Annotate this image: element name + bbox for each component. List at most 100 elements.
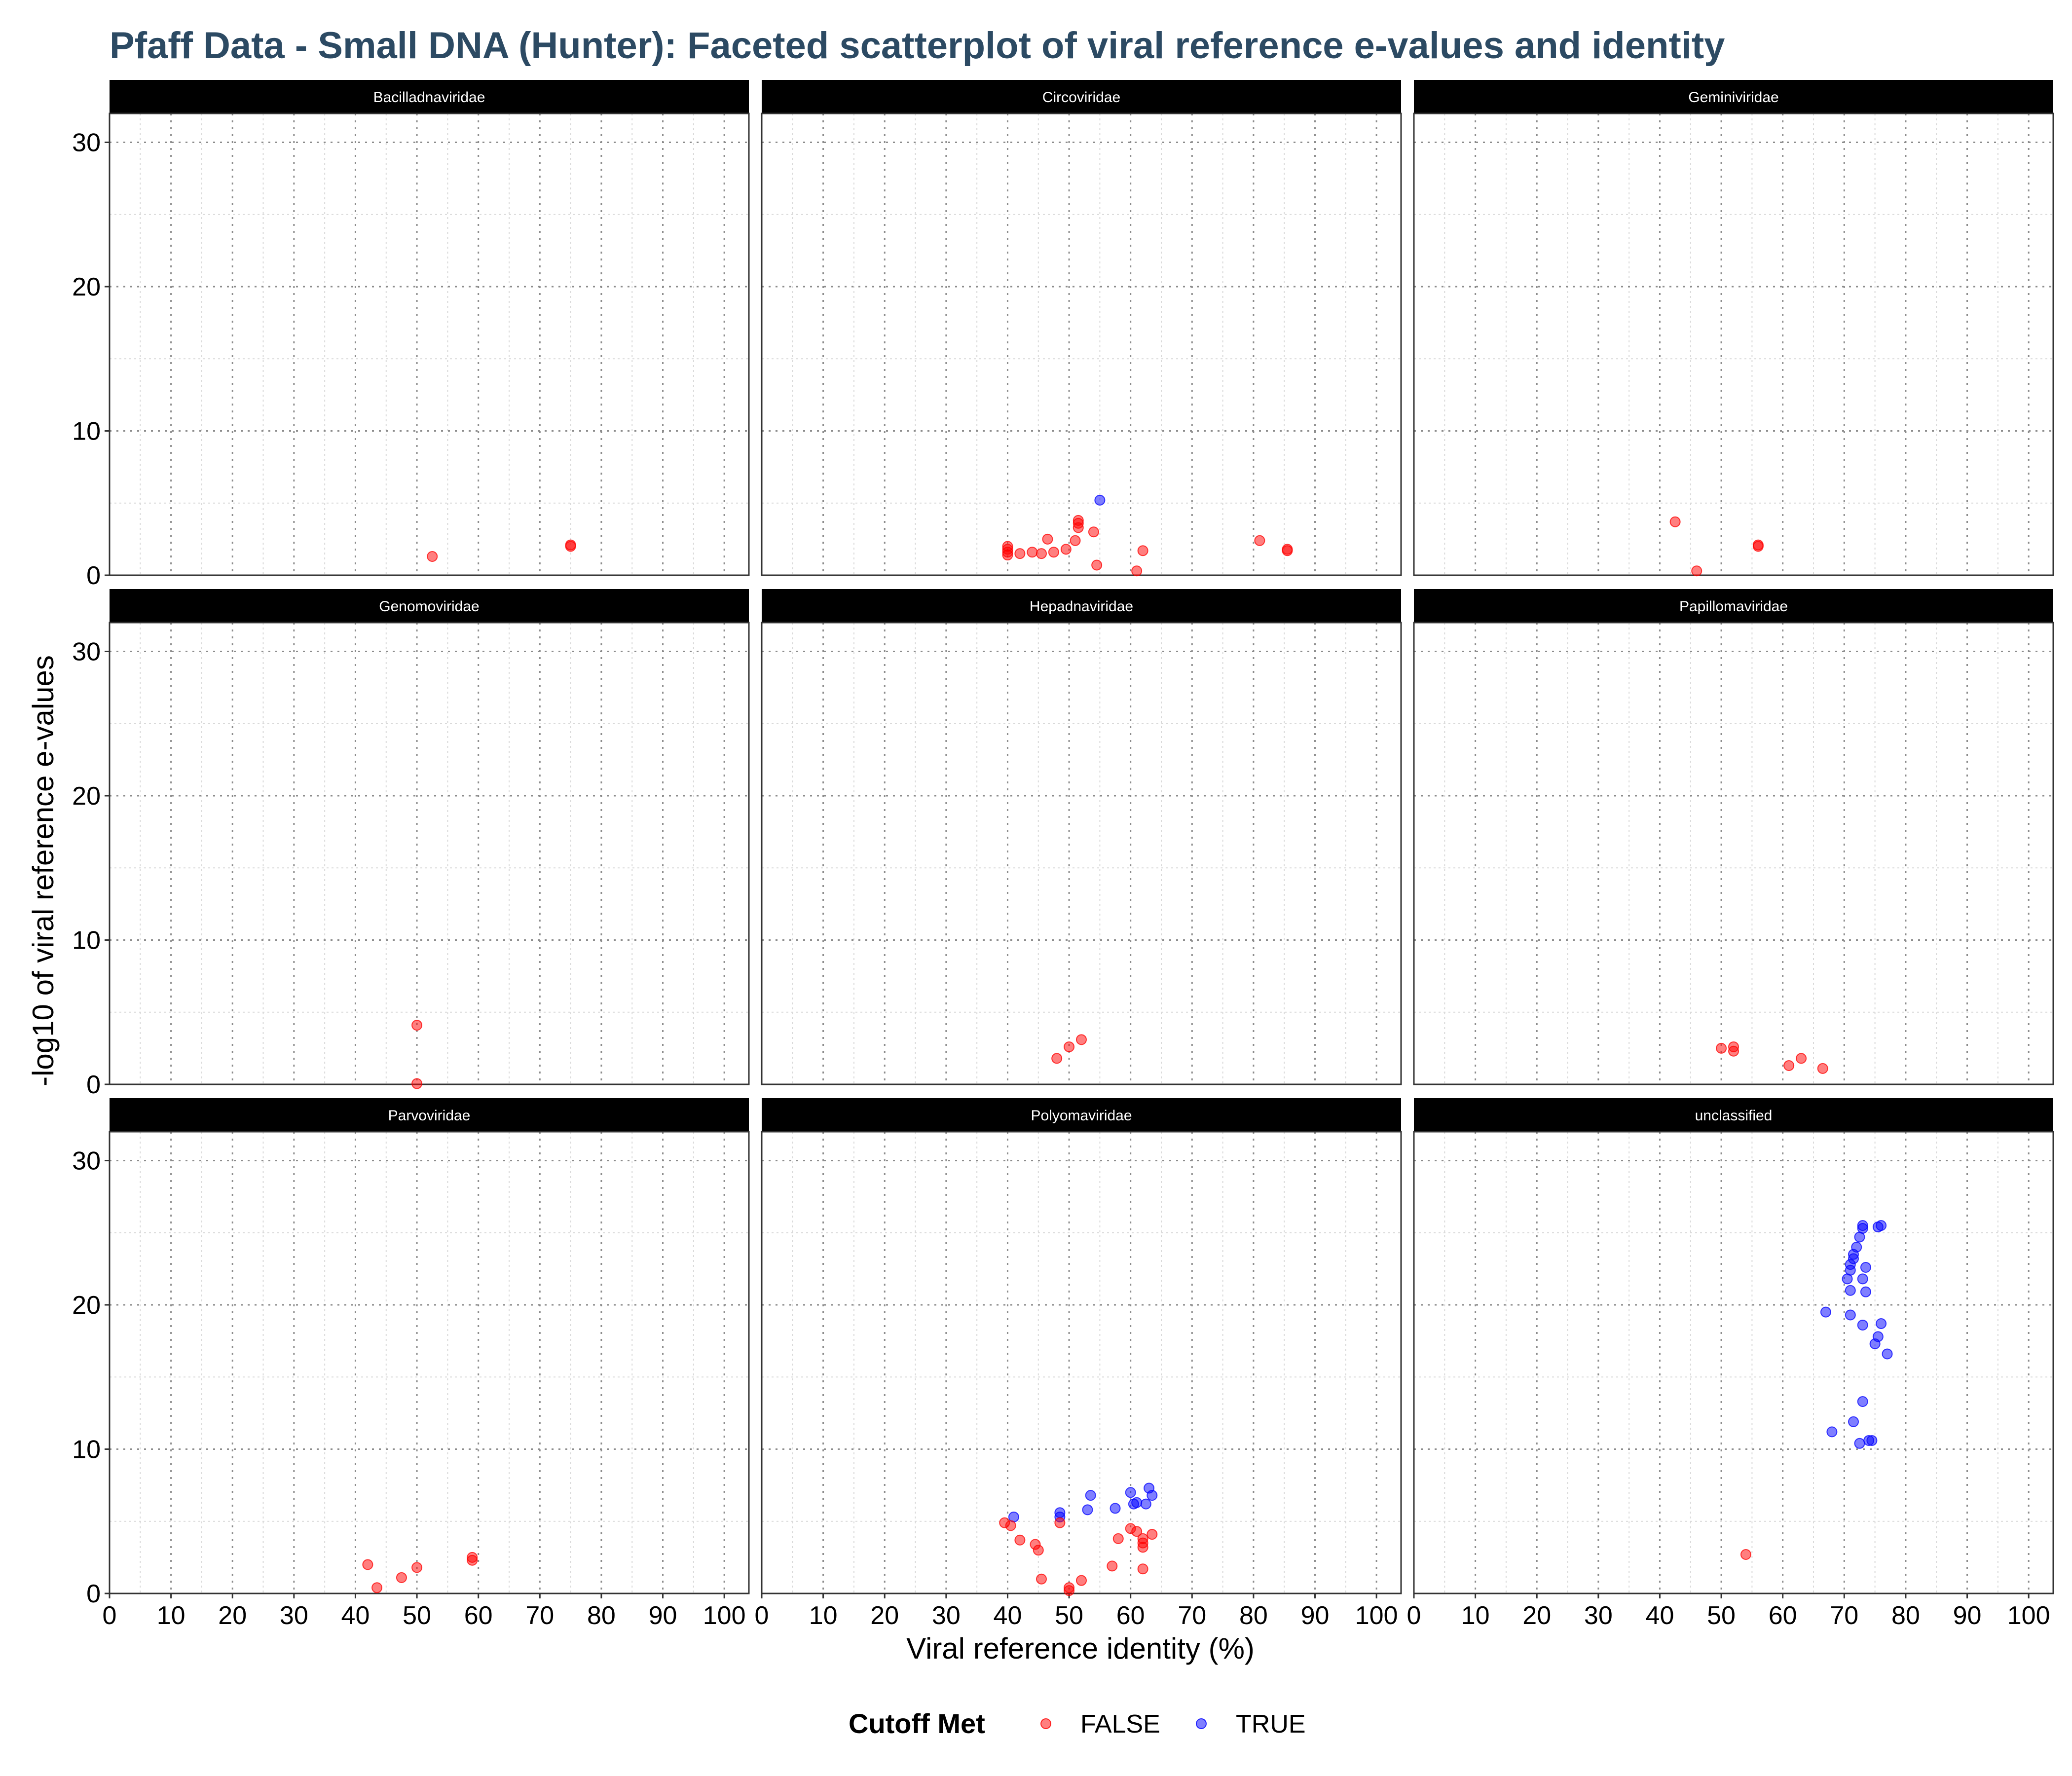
data-point-true: [1082, 1504, 1093, 1516]
data-point-false: [1147, 1529, 1158, 1540]
facet-panel-circoviridae: Circoviridae: [761, 80, 1402, 577]
data-point-false: [1036, 548, 1047, 559]
data-point-true: [1820, 1306, 1831, 1318]
data-point-false: [1002, 550, 1013, 561]
x-tick-label: 30: [1584, 1601, 1613, 1630]
data-point-false: [1064, 1041, 1075, 1052]
panel-border: [761, 1131, 1402, 1594]
x-tick-label: 40: [994, 1601, 1022, 1630]
facet-panel-unclassified: unclassified 0 10 20 30 40 50 60 70 80 90 100: [1407, 1098, 2054, 1630]
data-point-true: [1131, 1497, 1143, 1508]
data-point-true: [1857, 1273, 1868, 1285]
x-tick-label: 80: [1891, 1601, 1920, 1630]
facet-panel-parvoviridae: Parvoviridae 0 10 20 30 0 10 20 30 40 50 60 70 80 90 10…: [72, 1098, 750, 1630]
facet-panels: Bacilladnaviridae 0 10 20 30 Circoviridae Gemi…: [72, 80, 2054, 1630]
data-point-false: [1131, 565, 1143, 577]
data-point-false: [1048, 547, 1059, 558]
panel-border: [109, 622, 750, 1085]
data-point-false: [1033, 1545, 1044, 1556]
facet-strip: [1414, 1098, 2053, 1132]
data-point-true: [1882, 1348, 1893, 1360]
x-tick-label: 0: [755, 1601, 769, 1630]
facet-panel-polyomaviridae: Polyomaviridae 0 10 20 30 40 50 60 70 80 90 100: [755, 1098, 1402, 1630]
data-point-false: [1817, 1063, 1828, 1074]
data-point-false: [1669, 516, 1681, 527]
data-point-true: [1857, 1319, 1868, 1331]
x-tick-label: 20: [1522, 1601, 1551, 1630]
data-point-false: [362, 1559, 373, 1570]
y-tick-label: 0: [86, 1580, 101, 1608]
legend: Cutoff Met FALSE TRUE: [849, 1708, 1306, 1739]
data-point-false: [1282, 545, 1293, 556]
data-point-false: [1064, 1585, 1075, 1596]
data-point-false: [1042, 533, 1053, 545]
y-tick-label: 30: [72, 129, 101, 157]
facet-label: Bacilladnaviridae: [373, 89, 485, 106]
panel-border: [1413, 112, 2054, 576]
x-axis-title: Viral reference identity (%): [906, 1632, 1255, 1665]
facet-panel-papillomaviridae: Papillomaviridae: [1413, 589, 2054, 1085]
x-tick-label: 50: [1707, 1601, 1736, 1630]
facet-panel-geminiviridae: Geminiviridae: [1413, 80, 2054, 577]
x-tick-label: 0: [103, 1601, 117, 1630]
facet-label: Papillomaviridae: [1679, 598, 1788, 615]
facet-label: Circoviridae: [1042, 89, 1120, 106]
panel-border: [1413, 1131, 2054, 1594]
data-point-false: [411, 1020, 423, 1031]
data-point-false: [1076, 1575, 1087, 1586]
data-point-true: [1125, 1487, 1136, 1498]
facet-label: Genomoviridae: [379, 598, 479, 615]
data-point-true: [1140, 1498, 1151, 1510]
data-point-false: [1054, 1517, 1066, 1528]
x-tick-label: 50: [403, 1601, 431, 1630]
x-tick-label: 60: [1769, 1601, 1797, 1630]
y-tick-label: 10: [72, 926, 101, 955]
x-tick-label: 70: [525, 1601, 554, 1630]
data-point-false: [1107, 1560, 1118, 1572]
data-point-false: [1137, 1563, 1148, 1575]
facet-panel-genomoviridae: Genomoviridae 0 10 20 30: [72, 589, 750, 1099]
data-point-false: [1073, 515, 1084, 526]
x-tick-label: 90: [1301, 1601, 1330, 1630]
data-point-false: [1740, 1549, 1751, 1560]
data-point-true: [1869, 1338, 1881, 1349]
facet-strip: [762, 589, 1401, 623]
legend-swatch-false: [1040, 1718, 1051, 1729]
data-point-false: [1070, 535, 1081, 546]
data-point-false: [411, 1562, 423, 1573]
data-point-true: [1854, 1231, 1865, 1243]
x-tick-label: 70: [1178, 1601, 1206, 1630]
y-tick-label: 20: [72, 273, 101, 301]
data-point-false: [1254, 535, 1265, 546]
legend-title: Cutoff Met: [849, 1708, 985, 1739]
legend-label-true: TRUE: [1236, 1710, 1306, 1739]
data-point-true: [1147, 1490, 1158, 1501]
x-tick-label: 70: [1830, 1601, 1858, 1630]
x-tick-label: 30: [280, 1601, 308, 1630]
facet-label: Parvoviridae: [388, 1108, 471, 1124]
x-tick-label: 40: [341, 1601, 370, 1630]
data-point-false: [1112, 1533, 1124, 1544]
x-tick-label: 30: [932, 1601, 961, 1630]
panel-border: [109, 1131, 750, 1594]
data-point-false: [371, 1582, 383, 1593]
data-point-true: [1826, 1426, 1838, 1438]
x-tick-label: 40: [1646, 1601, 1674, 1630]
data-point-false: [396, 1572, 407, 1583]
panel-border: [109, 112, 750, 576]
data-point-false: [1051, 1053, 1063, 1064]
data-point-true: [1860, 1261, 1871, 1273]
x-tick-label: 80: [587, 1601, 616, 1630]
facet-strip: [110, 589, 749, 623]
data-point-false: [411, 1078, 423, 1089]
y-tick-label: 30: [72, 638, 101, 666]
x-tick-label: 20: [870, 1601, 899, 1630]
data-point-true: [1854, 1438, 1865, 1449]
y-tick-label: 0: [86, 561, 101, 590]
data-point-false: [1014, 1534, 1026, 1546]
y-tick-label: 10: [72, 417, 101, 446]
data-point-false: [1137, 1542, 1148, 1553]
panel-border: [1413, 622, 2054, 1085]
data-point-false: [1036, 1573, 1047, 1585]
facet-strip: [110, 80, 749, 113]
